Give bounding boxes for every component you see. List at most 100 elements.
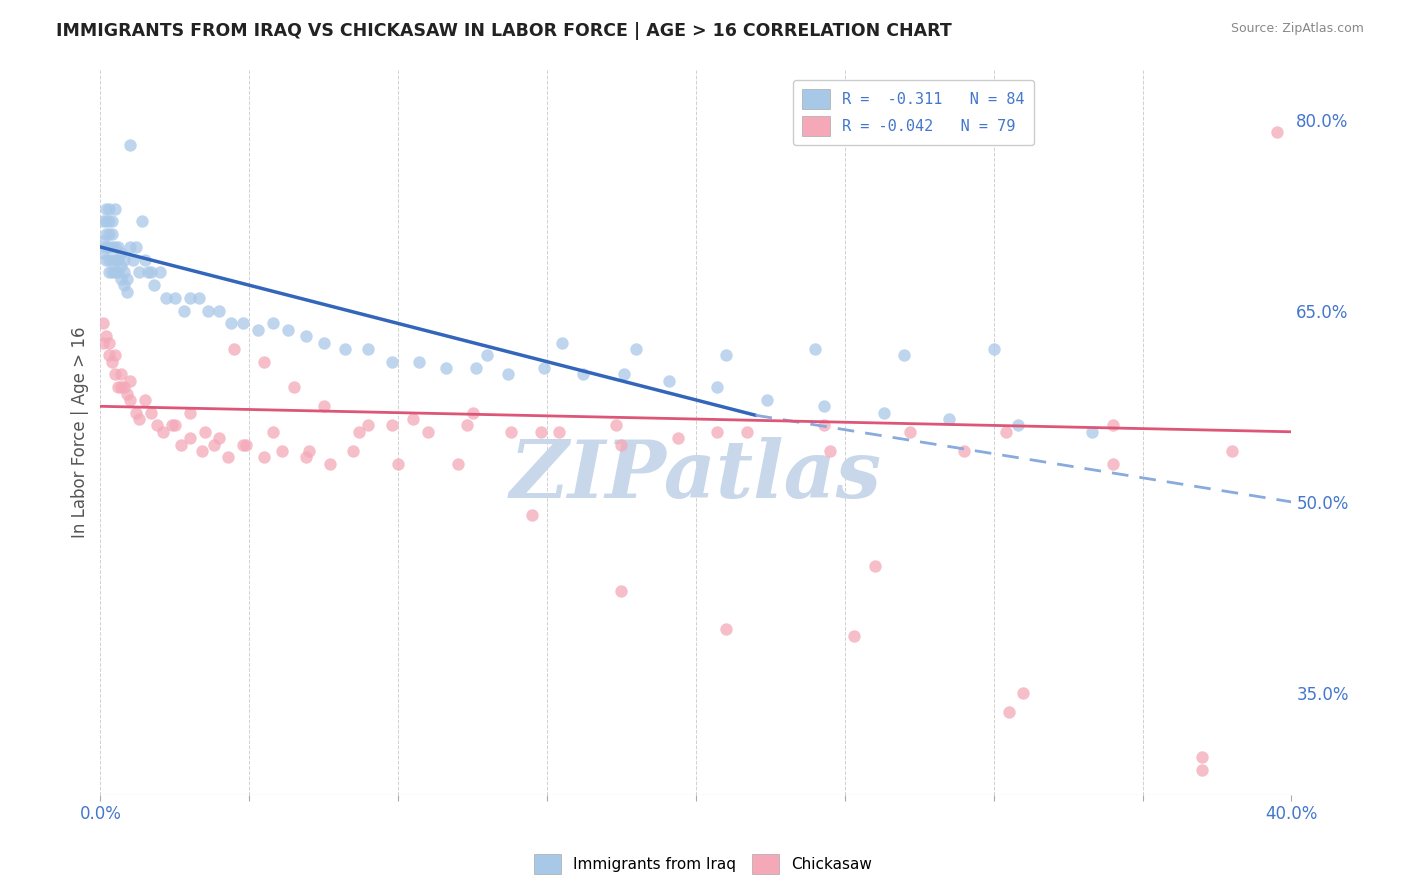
Point — [187, 291, 209, 305]
Point — [107, 252, 129, 267]
Point — [387, 457, 409, 471]
Point — [456, 418, 478, 433]
Point — [194, 425, 217, 439]
Point — [96, 202, 118, 216]
Point — [416, 425, 439, 439]
Text: Source: ZipAtlas.com: Source: ZipAtlas.com — [1230, 22, 1364, 36]
Point — [110, 368, 132, 382]
Point — [235, 437, 257, 451]
Point — [271, 444, 294, 458]
Point — [262, 317, 284, 331]
Point — [613, 368, 636, 382]
Point — [142, 278, 165, 293]
Point — [125, 240, 148, 254]
Point — [295, 329, 318, 343]
Point — [626, 342, 648, 356]
Point — [163, 418, 186, 433]
Point — [1220, 444, 1243, 458]
Point — [605, 418, 627, 433]
Point — [706, 425, 728, 439]
Point — [1012, 686, 1035, 700]
Point — [232, 437, 254, 451]
Point — [464, 361, 486, 376]
Point — [571, 368, 593, 382]
Point — [101, 240, 124, 254]
Point — [333, 342, 356, 356]
Point — [101, 227, 124, 242]
Point — [96, 240, 118, 254]
Point — [202, 437, 225, 451]
Point — [402, 412, 425, 426]
Point — [179, 431, 201, 445]
Point — [98, 348, 121, 362]
Point — [98, 202, 121, 216]
Point — [112, 278, 135, 293]
Point — [551, 335, 574, 350]
Point — [146, 418, 169, 433]
Point — [98, 214, 121, 228]
Point — [98, 227, 121, 242]
Point — [1265, 125, 1288, 139]
Point — [101, 214, 124, 228]
Point — [197, 303, 219, 318]
Point — [110, 380, 132, 394]
Point — [101, 252, 124, 267]
Point — [149, 265, 172, 279]
Point — [152, 425, 174, 439]
Point — [128, 265, 150, 279]
Point — [295, 450, 318, 465]
Point — [533, 361, 555, 376]
Point — [96, 329, 118, 343]
Point — [804, 342, 827, 356]
Legend: R =  -0.311   N = 84, R = -0.042   N = 79: R = -0.311 N = 84, R = -0.042 N = 79 — [793, 79, 1033, 145]
Point — [101, 265, 124, 279]
Point — [1101, 457, 1123, 471]
Point — [520, 508, 543, 522]
Point — [120, 374, 142, 388]
Point — [756, 392, 779, 407]
Point — [381, 418, 404, 433]
Point — [706, 380, 728, 394]
Point — [898, 425, 921, 439]
Point — [610, 437, 633, 451]
Point — [938, 412, 960, 426]
Point — [115, 285, 138, 299]
Point — [318, 457, 340, 471]
Point — [104, 265, 127, 279]
Point — [120, 392, 142, 407]
Point — [498, 368, 520, 382]
Point — [247, 323, 270, 337]
Point — [104, 252, 127, 267]
Point — [277, 323, 299, 337]
Point — [893, 348, 915, 362]
Point — [434, 361, 457, 376]
Text: IMMIGRANTS FROM IRAQ VS CHICKASAW IN LABOR FORCE | AGE > 16 CORRELATION CHART: IMMIGRANTS FROM IRAQ VS CHICKASAW IN LAB… — [56, 22, 952, 40]
Point — [342, 444, 364, 458]
Point — [447, 457, 470, 471]
Point — [253, 354, 276, 368]
Point — [1081, 425, 1104, 439]
Point — [179, 291, 201, 305]
Point — [997, 705, 1019, 719]
Point — [208, 303, 231, 318]
Point — [98, 252, 121, 267]
Text: ZIPatlas: ZIPatlas — [510, 437, 882, 514]
Point — [115, 272, 138, 286]
Point — [128, 412, 150, 426]
Point — [96, 214, 118, 228]
Point — [1007, 418, 1029, 433]
Point — [139, 265, 162, 279]
Point — [818, 444, 841, 458]
Point — [408, 354, 430, 368]
Point — [813, 399, 835, 413]
Point — [1191, 763, 1213, 777]
Point — [125, 406, 148, 420]
Point — [381, 354, 404, 368]
Point — [136, 265, 159, 279]
Point — [115, 386, 138, 401]
Point — [91, 246, 114, 260]
Point — [312, 335, 335, 350]
Point — [98, 265, 121, 279]
Point — [139, 406, 162, 420]
Point — [221, 317, 243, 331]
